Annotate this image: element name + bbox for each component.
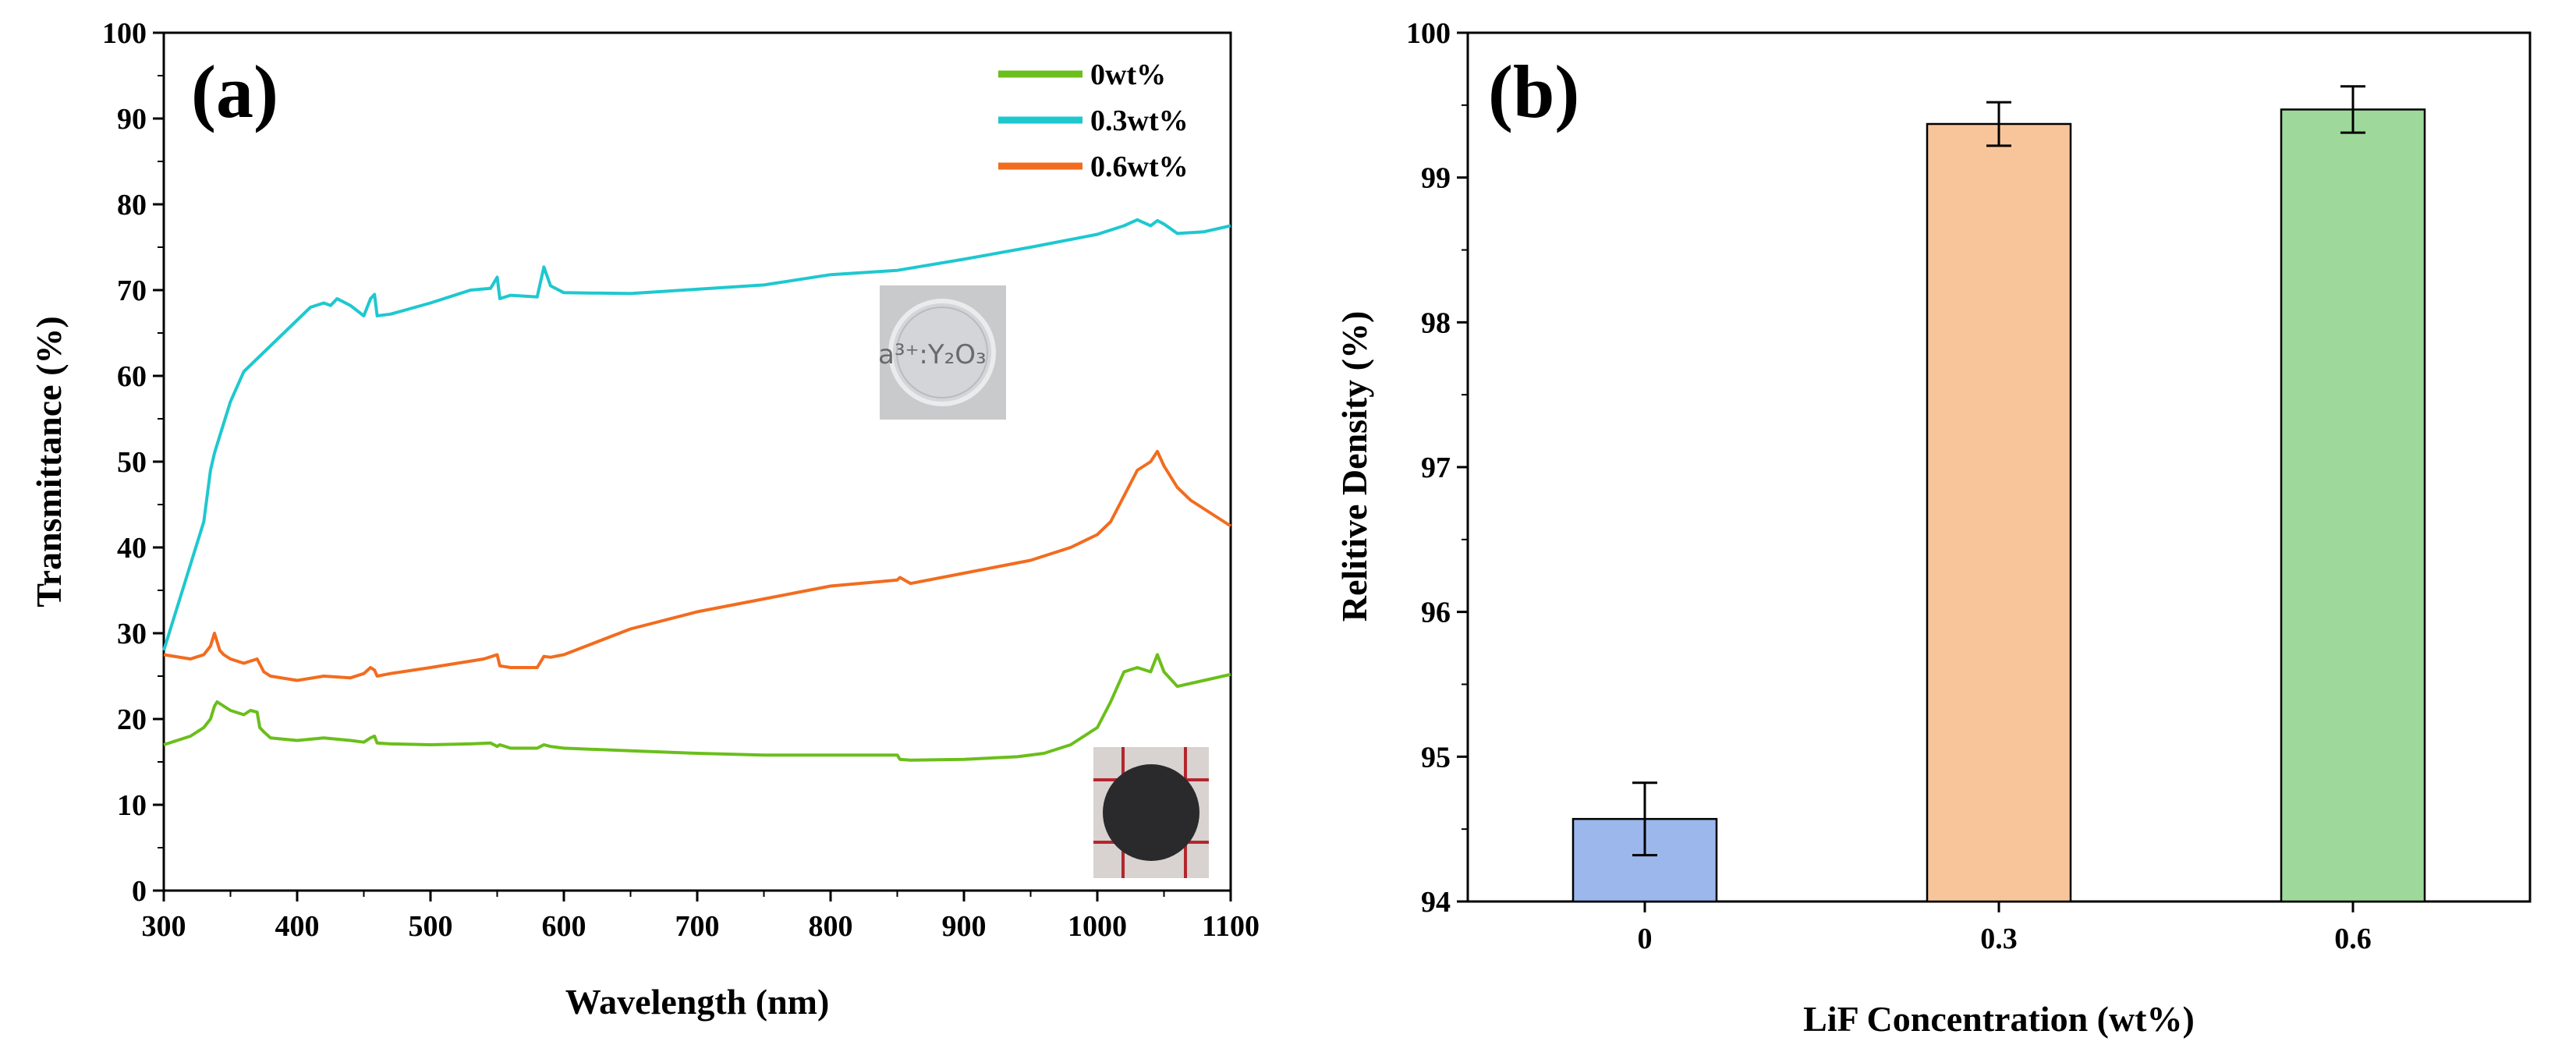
a-legend-label-1: 0.3wt% — [1090, 104, 1189, 137]
ceramic-disc-icon — [888, 299, 996, 406]
a-xtick-label-2: 500 — [409, 910, 453, 943]
a-xtick-label-8: 1100 — [1202, 910, 1260, 943]
a-legend-label-0: 0wt% — [1090, 58, 1166, 91]
b-ytick-label-2: 96 — [1421, 597, 1451, 629]
panel-a-ticks: 0 10 20 30 40 50 60 70 80 90 100 300 400 500 600 700 800… — [102, 17, 1260, 943]
a-ytick-label-5: 50 — [117, 446, 147, 479]
panel-a-series-lines — [162, 218, 1232, 762]
b-ytick-label-1: 95 — [1421, 741, 1451, 774]
a-legend-label-2: 0.6wt% — [1090, 151, 1189, 183]
b-xtick-label-0: 0 — [1638, 923, 1653, 955]
a-ytick-label-8: 80 — [117, 189, 147, 221]
a-xtick-label-4: 700 — [675, 910, 720, 943]
panel-b-bars — [1571, 85, 2426, 903]
panel-b-y-axis-label: Relitive Density (%) — [1334, 311, 1374, 622]
a-ytick-label-6: 60 — [117, 360, 147, 393]
opaque-ceramic-photo — [1093, 747, 1209, 878]
panel-a-transmittance-chart: 0 10 20 30 40 50 60 70 80 90 100 300 400 500 600 700 800… — [29, 17, 1260, 1022]
b-ytick-label-4: 98 — [1421, 306, 1451, 339]
ceramic-disc-rim — [896, 306, 988, 398]
a-ytick-label-3: 30 — [117, 618, 147, 650]
panel-b-ticks: 94 95 96 97 98 99 100 0 0.3 0.6 — [1406, 17, 2372, 955]
a-xtick-label-6: 900 — [942, 910, 987, 943]
a-ytick-label-4: 40 — [117, 532, 147, 565]
panel-b-label: (b) — [1488, 50, 1579, 133]
a-ytick-label-2: 20 — [117, 703, 147, 736]
a-ytick-label-9: 90 — [117, 103, 147, 136]
a-series-line-2 — [163, 449, 1232, 682]
b-ytick-label-6: 100 — [1406, 17, 1451, 50]
b-xtick-label-2: 0.6 — [2334, 923, 2372, 955]
a-xtick-label-3: 600 — [542, 910, 586, 943]
b-ytick-label-5: 99 — [1421, 162, 1451, 195]
b-bar-2 — [2280, 108, 2426, 903]
black-disc-icon — [1103, 764, 1199, 861]
b-ytick-label-3: 97 — [1421, 452, 1451, 484]
panel-a-y-axis-label: Transmittance (%) — [29, 316, 69, 607]
a-ytick-label-1: 10 — [117, 789, 147, 822]
a-series-line-0 — [163, 653, 1231, 762]
panel-a-legend: 0wt% 0.3wt% 0.6wt% — [998, 58, 1189, 183]
panel-a-frame — [162, 31, 1232, 892]
a-ytick-label-10: 100 — [102, 17, 147, 50]
a-ytick-label-7: 70 — [117, 275, 147, 307]
transparent-ceramic-photo: a³⁺:Y₂O₃ — [878, 285, 1006, 420]
panel-b-x-axis-label: LiF Concentration (wt%) — [1803, 999, 2195, 1039]
a-series-line-1 — [162, 218, 1231, 651]
b-ytick-label-0: 94 — [1421, 886, 1451, 919]
inset-photo-text: a³⁺:Y₂O₃ — [878, 339, 987, 370]
panel-a-x-axis-label: Wavelength (nm) — [565, 982, 830, 1022]
b-bar-1 — [1926, 122, 2072, 903]
a-xtick-label-1: 400 — [275, 910, 320, 943]
a-xtick-label-5: 800 — [809, 910, 853, 943]
b-xtick-label-1: 0.3 — [1980, 923, 2018, 955]
panel-a-label: (a) — [191, 50, 278, 133]
a-xtick-label-7: 1000 — [1068, 910, 1127, 943]
panel-b-density-chart: 94 95 96 97 98 99 100 0 0.3 0.6 (b) LiF Concentra… — [1334, 17, 2532, 1039]
a-ytick-label-0: 0 — [132, 875, 147, 908]
a-xtick-label-0: 300 — [142, 910, 186, 943]
